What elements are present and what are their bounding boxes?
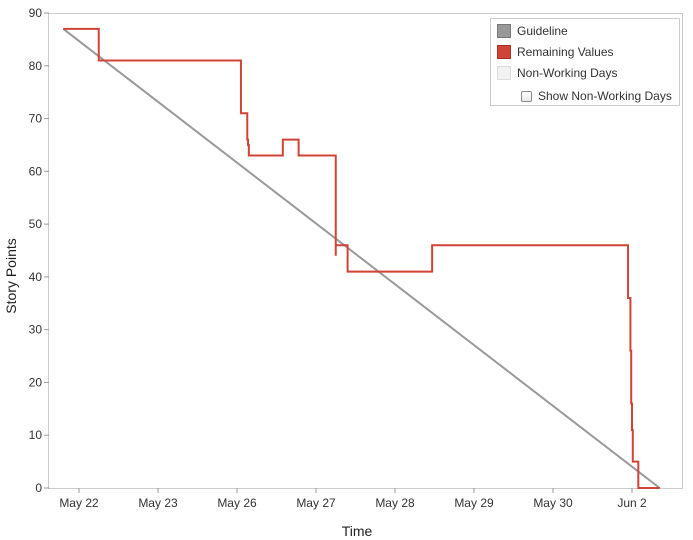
y-tick-label: 0 bbox=[35, 481, 42, 495]
show-non-working-days-checkbox[interactable] bbox=[521, 90, 532, 102]
show-non-working-days-label: Show Non-Working Days bbox=[538, 89, 672, 103]
legend-item-non-working-days[interactable]: Non-Working Days bbox=[497, 65, 617, 81]
legend-label-guideline: Guideline bbox=[517, 24, 568, 38]
y-axis-title: Story Points bbox=[3, 238, 19, 313]
x-tick-label: May 29 bbox=[454, 496, 494, 510]
y-tick-label: 40 bbox=[29, 270, 43, 284]
series-line-guideline bbox=[62, 28, 661, 489]
x-tick-label: May 28 bbox=[375, 496, 415, 510]
x-tick-label: May 30 bbox=[533, 496, 573, 510]
y-tick-label: 60 bbox=[29, 164, 43, 178]
x-axis: May 22 May 23 May 26 May 27 May 28 May 29 May … bbox=[59, 488, 647, 510]
legend-item-guideline[interactable]: Guideline bbox=[497, 23, 568, 39]
x-tick-label: May 22 bbox=[59, 496, 99, 510]
y-tick-label: 30 bbox=[29, 323, 43, 337]
chart-legend: Guideline Remaining Values Non-Working D… bbox=[490, 18, 680, 106]
x-tick-label: May 23 bbox=[138, 496, 178, 510]
legend-label-remaining-values: Remaining Values bbox=[517, 45, 614, 59]
show-non-working-days-toggle[interactable]: Show Non-Working Days bbox=[521, 88, 672, 104]
series-line-remaining-values bbox=[63, 27, 660, 489]
legend-item-remaining-values[interactable]: Remaining Values bbox=[497, 44, 614, 60]
y-tick-label: 20 bbox=[29, 375, 43, 389]
x-tick-label: Jun 2 bbox=[617, 496, 647, 510]
legend-label-non-working-days: Non-Working Days bbox=[517, 66, 618, 80]
series-layer bbox=[62, 27, 661, 489]
x-axis-title: Time bbox=[342, 523, 373, 539]
y-tick-label: 80 bbox=[29, 59, 43, 73]
plot-frame bbox=[48, 13, 683, 489]
y-tick-label: 70 bbox=[29, 112, 43, 126]
y-axis: 0 10 20 30 40 50 60 70 80 90 bbox=[29, 6, 49, 495]
legend-swatch-remaining-values bbox=[497, 45, 511, 59]
legend-swatch-guideline bbox=[497, 24, 511, 38]
y-tick-label: 50 bbox=[29, 217, 43, 231]
x-tick-label: May 26 bbox=[217, 496, 257, 510]
x-tick-label: May 27 bbox=[296, 496, 336, 510]
y-tick-label: 90 bbox=[29, 6, 43, 20]
legend-swatch-non-working-days bbox=[497, 66, 511, 80]
y-tick-label: 10 bbox=[29, 428, 43, 442]
